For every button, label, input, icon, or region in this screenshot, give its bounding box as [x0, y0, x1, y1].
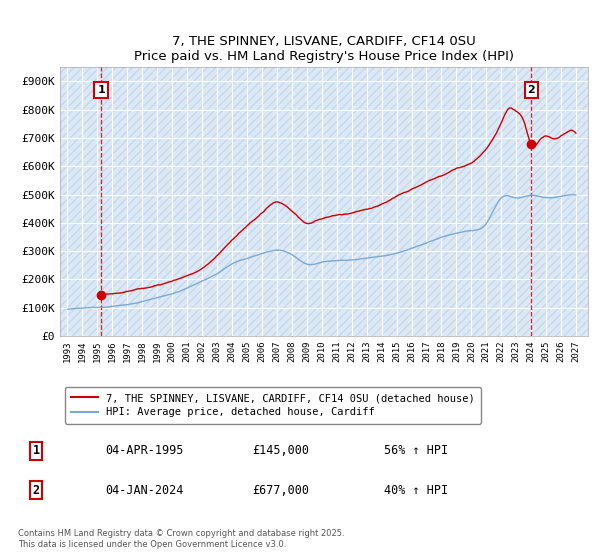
Text: 40% ↑ HPI: 40% ↑ HPI: [384, 483, 448, 497]
Text: 56% ↑ HPI: 56% ↑ HPI: [384, 444, 448, 458]
Text: 2: 2: [32, 483, 40, 497]
Text: £145,000: £145,000: [252, 444, 309, 458]
Text: £677,000: £677,000: [252, 483, 309, 497]
Text: 1: 1: [97, 85, 105, 95]
Title: 7, THE SPINNEY, LISVANE, CARDIFF, CF14 0SU
Price paid vs. HM Land Registry's Hou: 7, THE SPINNEY, LISVANE, CARDIFF, CF14 0…: [134, 35, 514, 63]
Text: 04-JAN-2024: 04-JAN-2024: [105, 483, 184, 497]
Text: 1: 1: [32, 444, 40, 458]
Text: Contains HM Land Registry data © Crown copyright and database right 2025.
This d: Contains HM Land Registry data © Crown c…: [18, 529, 344, 549]
Legend: 7, THE SPINNEY, LISVANE, CARDIFF, CF14 0SU (detached house), HPI: Average price,: 7, THE SPINNEY, LISVANE, CARDIFF, CF14 0…: [65, 387, 481, 423]
Text: 2: 2: [527, 85, 535, 95]
Text: 04-APR-1995: 04-APR-1995: [105, 444, 184, 458]
